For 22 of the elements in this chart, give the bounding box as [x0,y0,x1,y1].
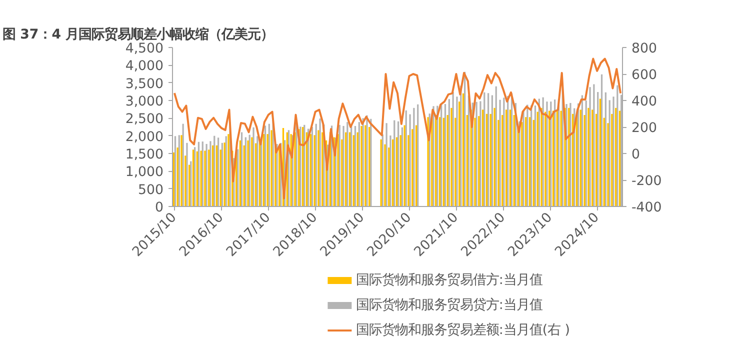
y-tick-label: 1,000 [125,165,164,180]
y-tick-label: 2,500 [125,112,164,128]
y-tick-label: 3,500 [125,76,164,92]
y2-tick-label: -200 [632,174,662,189]
y2-tick-label: 800 [632,42,657,56]
chart-title: 图 37：4 月国际贸易顺差小幅收缩（亿美元） [2,26,274,42]
y2-tick-label: 200 [632,121,657,136]
y2-tick-label: 600 [632,68,657,83]
legend-label: 国际货物和服务贸易借方:当月值 [356,272,542,288]
y2-tick-label: 0 [632,148,640,162]
y-tick-label: 2,000 [125,130,164,145]
legend-label: 国际货物和服务贸易贷方:当月值 [356,297,542,313]
y-tick-label: 4,000 [125,59,164,74]
legend-label: 国际货物和服务贸易差额:当月值(右 ) [356,323,570,338]
y-tick-label: 1,500 [125,148,164,162]
y-tick-label: 0 [155,200,164,216]
y2-tick-label: -400 [632,200,662,216]
line-series [173,58,622,200]
y-tick-label: 3,000 [125,94,164,110]
y-tick-label: 500 [138,182,164,198]
y2-tick-label: 400 [632,94,657,110]
y-tick-label: 4,500 [125,42,164,56]
